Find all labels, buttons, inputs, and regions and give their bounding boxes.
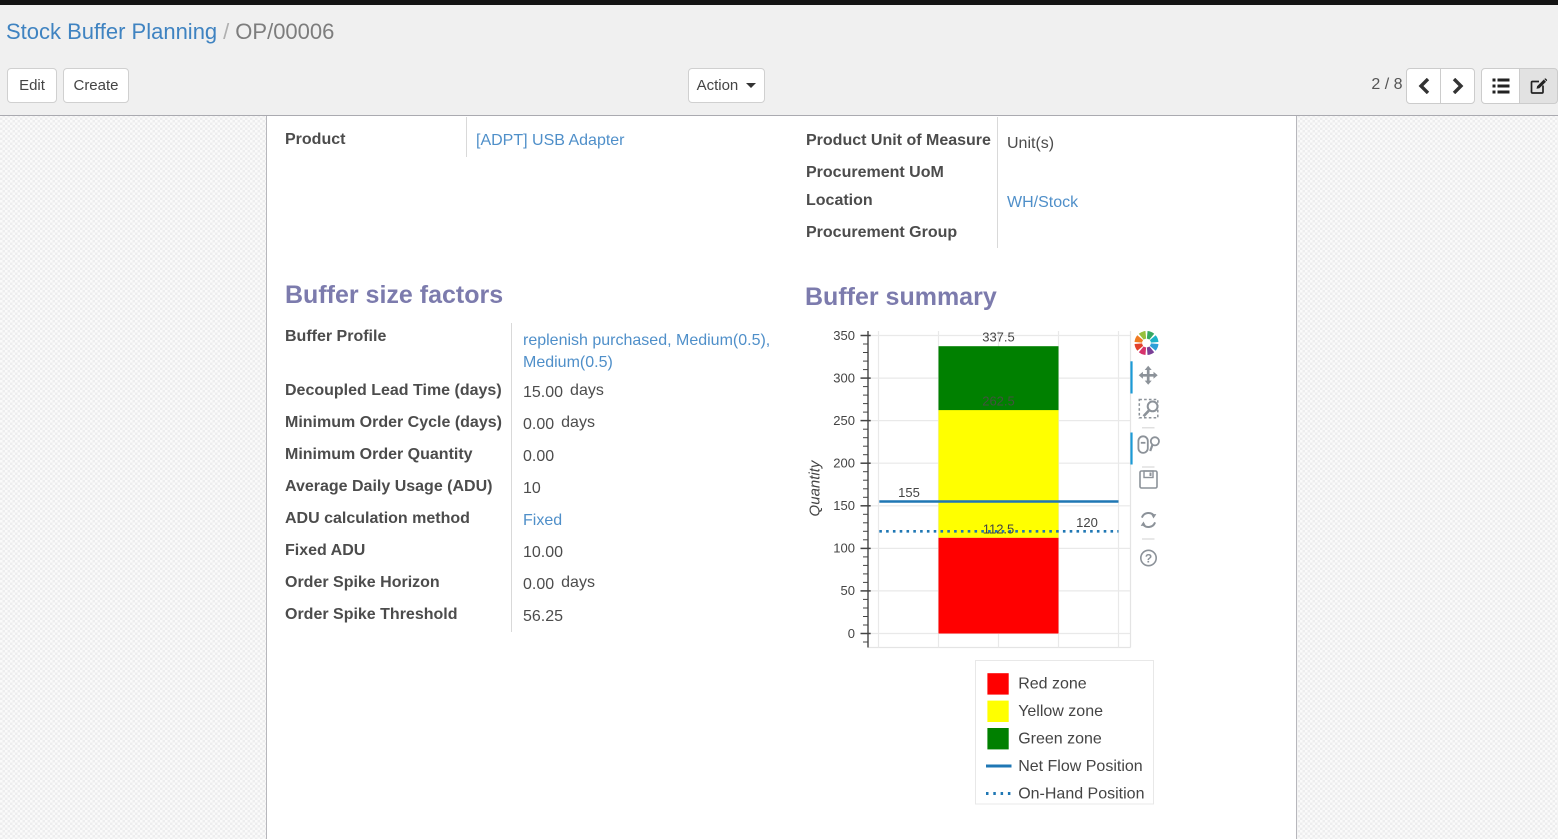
svg-text:100: 100 bbox=[833, 541, 855, 556]
svg-text:50: 50 bbox=[841, 583, 855, 598]
svg-text:155: 155 bbox=[898, 485, 920, 500]
svg-text:112.5: 112.5 bbox=[983, 522, 1015, 537]
svg-text:300: 300 bbox=[833, 370, 855, 385]
svg-text:120: 120 bbox=[1076, 515, 1098, 530]
svg-text:?: ? bbox=[1145, 552, 1152, 566]
svg-text:Yellow zone: Yellow zone bbox=[1018, 703, 1103, 720]
svg-text:150: 150 bbox=[833, 498, 855, 513]
svg-text:200: 200 bbox=[833, 456, 855, 471]
svg-text:Red zone: Red zone bbox=[1018, 676, 1087, 693]
svg-text:On-Hand Position: On-Hand Position bbox=[1018, 786, 1144, 803]
svg-text:Net Flow Position: Net Flow Position bbox=[1018, 758, 1142, 775]
svg-text:350: 350 bbox=[833, 328, 855, 343]
svg-text:262.5: 262.5 bbox=[982, 394, 1015, 409]
svg-text:0: 0 bbox=[848, 626, 855, 641]
svg-text:250: 250 bbox=[833, 413, 855, 428]
svg-text:Quantity: Quantity bbox=[807, 459, 824, 516]
svg-text:337.5: 337.5 bbox=[982, 330, 1015, 345]
svg-text:Green zone: Green zone bbox=[1018, 731, 1102, 748]
